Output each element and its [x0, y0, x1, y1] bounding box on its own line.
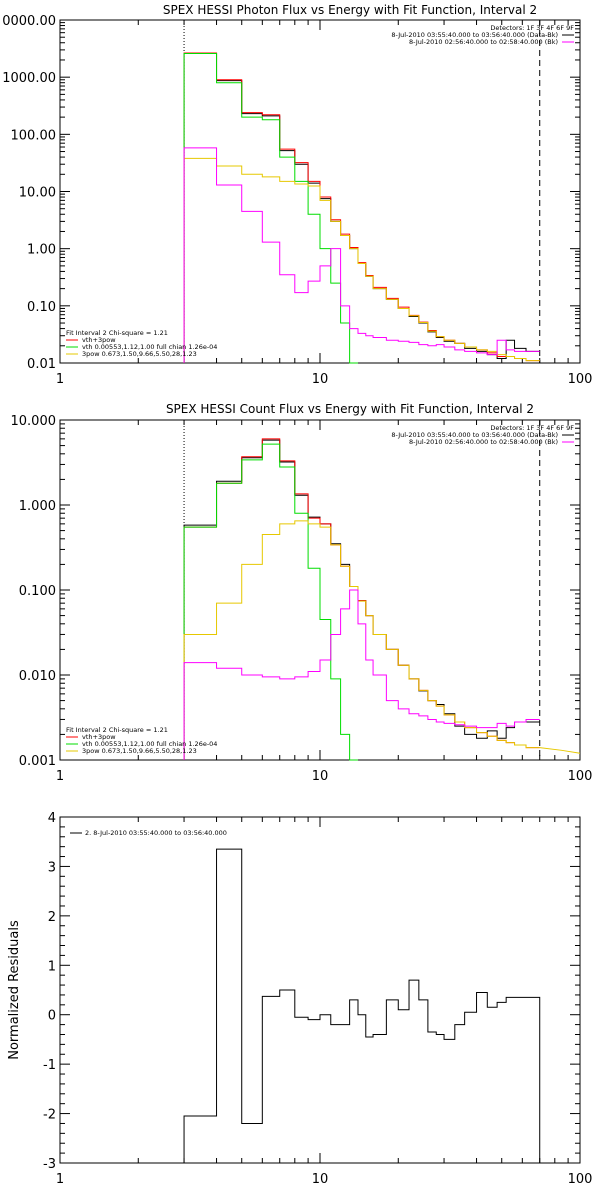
- photon-flux-title: SPEX HESSI Photon Flux vs Energy with Fi…: [163, 3, 537, 17]
- legend-entry-label: 8-Jul-2010 03:55:40.000 to 03:56:40.000 …: [391, 31, 558, 39]
- y-tick-label: 10.00: [19, 186, 56, 201]
- y-tick-label: 4: [48, 811, 56, 826]
- y-tick-label: 1000.00: [2, 71, 56, 86]
- residuals-y-axis-label: Normalized Residuals: [7, 920, 22, 1060]
- y-tick-label: 100.00: [11, 128, 57, 143]
- x-tick-label: 10: [312, 1172, 329, 1187]
- legend-entry-label: 8-Jul-2010 02:56:40.000 to 02:58:40.000 …: [409, 438, 558, 446]
- residuals-legend-top: 2. 8-Jul-2010 03:55:40.000 to 03:56:40.0…: [70, 829, 227, 837]
- series-3pow-tail: [539, 747, 581, 754]
- photon-flux-legend-top: Detectors: 1F 3F 4F 6F 9F8-Jul-2010 03:5…: [391, 24, 574, 46]
- x-tick-label: 100: [568, 372, 593, 387]
- x-tick-label: 10: [312, 372, 329, 387]
- y-tick-label: 0.001: [19, 754, 56, 769]
- y-tick-label: 0: [48, 1009, 56, 1024]
- y-tick-label: 0000.00: [2, 14, 56, 29]
- residuals-tick-labels: 1 10 100 -3 -2 -1 0 1 2 3 4: [43, 811, 592, 1187]
- x-tick-label: 10: [312, 769, 329, 784]
- legend-header: Detectors: 1F 3F 4F 6F 9F: [490, 424, 574, 432]
- legend-entry-label: vth 0.00553,1.12,1.00 full chian 1.26e-0…: [82, 740, 217, 748]
- count-flux-series: [183, 438, 581, 761]
- series-residuals: [183, 848, 541, 1163]
- series-bk: [183, 589, 540, 760]
- legend-entry-label: vth+3pow: [82, 336, 116, 344]
- count-flux-legend-top: Detectors: 1F 3F 4F 6F 9F8-Jul-2010 03:5…: [391, 424, 574, 446]
- legend-header: Fit Interval 2 Chi-square = 1.21: [66, 726, 168, 734]
- count-flux-title: SPEX HESSI Count Flux vs Energy with Fit…: [166, 402, 534, 416]
- photon-flux-tick-labels: 1 10 100 0.01 0.10 1.00 10.00 100.00 1000.00 0000…: [2, 14, 592, 387]
- y-tick-label: 0.10: [27, 300, 56, 315]
- legend-entry-label: 8-Jul-2010 02:56:40.000 to 02:58:40.000 …: [409, 38, 558, 46]
- y-tick-label: 3: [48, 860, 56, 875]
- series-vth: [183, 443, 358, 761]
- photon-flux-legend-bottom: Fit Interval 2 Chi-square = 1.21vth+3pow…: [66, 329, 217, 358]
- y-tick-label: -3: [43, 1157, 56, 1172]
- residuals-ticks: [59, 816, 581, 1164]
- legend-header: Detectors: 1F 3F 4F 6F 9F: [490, 24, 574, 32]
- series-3pow: [183, 520, 540, 760]
- count-flux-tick-labels: 1 10 100 0.001 0.010 0.100 1.000 10.000: [11, 414, 593, 784]
- y-tick-label: 2: [48, 910, 56, 925]
- x-tick-label: 1: [56, 769, 64, 784]
- series-bk: [183, 147, 540, 363]
- count-flux-ticks: [59, 420, 581, 761]
- photon-flux-ticks: [59, 20, 581, 364]
- y-tick-label: 0.010: [19, 669, 56, 684]
- legend-entry-label: 8-Jul-2010 03:55:40.000 to 03:56:40.000 …: [391, 431, 558, 439]
- x-tick-label: 1: [56, 372, 64, 387]
- photon-flux-panel: SPEX HESSI Photon Flux vs Energy with Fi…: [2, 3, 592, 387]
- residuals-panel: Normalized Residuals 1 10 100 -3 -2 -1 0 1 2 3 4 2…: [7, 811, 592, 1187]
- legend-header: Fit Interval 2 Chi-square = 1.21: [66, 329, 168, 337]
- y-tick-label: 1.00: [27, 243, 56, 258]
- legend-entry-label: 3pow 0.673,1.50,9.66,5.50,28,1.23: [82, 350, 197, 358]
- photon-flux-series: [183, 52, 540, 364]
- y-tick-label: 1.000: [19, 499, 56, 514]
- x-tick-label: 100: [568, 769, 593, 784]
- legend-entry-label: vth 0.00553,1.12,1.00 full chian 1.26e-0…: [82, 343, 217, 351]
- x-tick-label: 1: [56, 1172, 64, 1187]
- y-tick-label: 0.01: [27, 357, 56, 372]
- y-tick-label: 1: [48, 959, 56, 974]
- x-tick-label: 100: [568, 1172, 593, 1187]
- count-flux-panel: SPEX HESSI Count Flux vs Energy with Fit…: [11, 402, 593, 784]
- y-tick-label: 10.000: [11, 414, 57, 429]
- count-flux-vlines: [183, 420, 541, 760]
- y-tick-label: 0.100: [19, 584, 56, 599]
- residuals-series: [183, 848, 541, 1163]
- legend-entry-label: 3pow 0.673,1.50,9.66,5.50,28,1.23: [82, 747, 197, 755]
- count-flux-legend-bottom: Fit Interval 2 Chi-square = 1.21vth+3pow…: [66, 726, 217, 755]
- y-tick-label: -2: [43, 1108, 56, 1123]
- legend-entry-label: vth+3pow: [82, 733, 116, 741]
- series-3pow: [183, 157, 540, 363]
- legend-entry-label: 2. 8-Jul-2010 03:55:40.000 to 03:56:40.0…: [85, 829, 227, 837]
- y-tick-label: -1: [43, 1058, 56, 1073]
